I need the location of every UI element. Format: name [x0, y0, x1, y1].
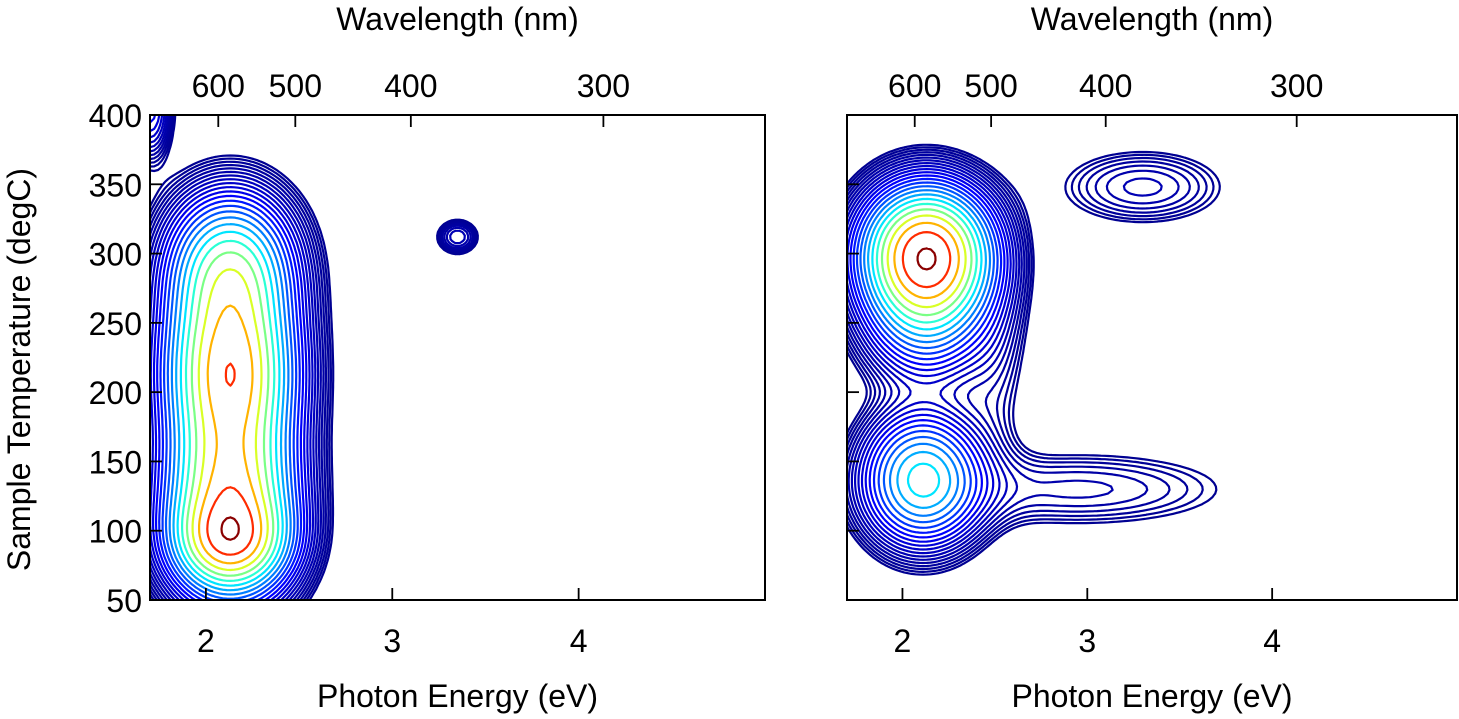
x-tick-label: 4 — [1263, 623, 1281, 659]
y-tick-label: 100 — [89, 514, 142, 550]
contour-level — [852, 177, 1003, 534]
x-tick-label: 2 — [894, 623, 912, 659]
contour-level — [150, 115, 312, 600]
contour-level — [155, 194, 306, 600]
contour-level — [847, 159, 1163, 558]
contour-level — [886, 214, 967, 309]
contour-level — [875, 202, 978, 324]
right-contour-panel: 2 3 4 600 500 400 300 Photon Energy (eV) Wavelen… — [846, 1, 1458, 714]
contour-level — [172, 223, 288, 592]
contour-level — [893, 221, 960, 300]
x2-tick-label: 600 — [888, 68, 941, 104]
y-axis-label: Sample Temperature (degC) — [1, 168, 37, 571]
contour-level — [206, 362, 255, 556]
contour-level — [191, 268, 269, 572]
contour-level — [847, 156, 1180, 561]
contour-level — [150, 115, 466, 600]
contour-level — [859, 185, 995, 524]
y-tick-label: 350 — [89, 167, 142, 203]
contour-level — [150, 115, 472, 600]
x2-tick-label: 300 — [577, 68, 630, 104]
contour-level — [150, 115, 309, 600]
contour-level — [164, 210, 296, 600]
y-tick-label: 50 — [106, 583, 142, 619]
x2-tick-label: 500 — [964, 68, 1017, 104]
x-tick-label: 4 — [570, 623, 588, 659]
x2-tick-label: 600 — [192, 68, 245, 104]
y-tick-label: 200 — [89, 375, 142, 411]
x2-axis-label: Wavelength (nm) — [1031, 1, 1273, 37]
contour-level — [150, 115, 315, 600]
contour-level — [871, 197, 983, 498]
x-axis-label: Photon Energy (eV) — [1011, 678, 1292, 714]
contour-level — [916, 247, 937, 271]
contour-level — [220, 516, 240, 541]
contour-level — [181, 239, 280, 582]
x-tick-label: 3 — [1078, 623, 1096, 659]
x2-tick-label: 300 — [1270, 68, 1323, 104]
x2-axis-label: Wavelength (nm) — [336, 1, 578, 37]
contour-level — [855, 181, 999, 529]
plot-frame — [149, 114, 766, 601]
y-tick-label: 250 — [89, 306, 142, 342]
y-tick-label: 300 — [89, 237, 142, 273]
contour-level — [847, 171, 1009, 543]
contour-level — [901, 231, 952, 289]
contour-level — [867, 193, 987, 509]
contour-level — [863, 189, 992, 517]
contour-level — [847, 162, 1018, 555]
contour-level — [847, 168, 1012, 547]
plot-frame — [846, 114, 1458, 601]
contour-level — [185, 251, 275, 577]
contour-level — [847, 164, 1015, 551]
x2-tick-label: 400 — [384, 68, 437, 104]
contour-level — [847, 151, 1200, 568]
x2-tick-label: 500 — [269, 68, 322, 104]
contour-level — [849, 174, 1006, 539]
contour-lines — [847, 143, 1221, 576]
contour-level — [168, 216, 292, 596]
x2-tick-label: 400 — [1079, 68, 1132, 104]
x-tick-label: 2 — [197, 623, 215, 659]
contour-lines — [150, 115, 479, 600]
y-tick-label: 400 — [89, 98, 142, 134]
contour-level — [198, 304, 263, 565]
x-tick-label: 3 — [383, 623, 401, 659]
contour-level — [150, 115, 474, 600]
contour-level — [880, 208, 973, 317]
contour-level — [847, 153, 1191, 565]
contour-level — [150, 115, 317, 600]
x-axis-label: Photon Energy (eV) — [317, 678, 598, 714]
y-tick-label: 150 — [89, 444, 142, 480]
contour-level — [158, 199, 303, 600]
contour-level — [176, 230, 284, 587]
left-contour-panel: 2 3 4 50 100 150 200 250 300 350 400 600 500 400 300 Ph… — [1, 1, 766, 714]
contour-level — [150, 115, 470, 600]
